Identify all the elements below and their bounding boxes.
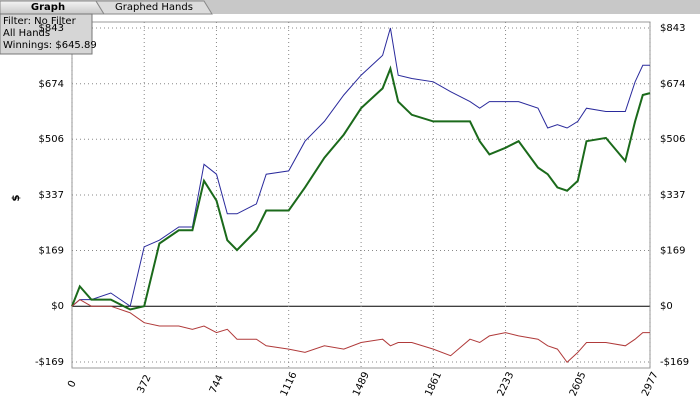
series-line [71, 298, 650, 364]
y-tick-label-right: $337 [660, 190, 685, 201]
y-tick-label: $506 [39, 134, 64, 145]
y-tick-label: $674 [39, 79, 64, 90]
x-tick-label: 2605 [568, 370, 589, 398]
x-tick-label: 1116 [279, 370, 300, 398]
x-tick-label: 2233 [496, 370, 517, 398]
tab-label[interactable]: Graph [31, 2, 65, 13]
tab[interactable] [95, 0, 213, 15]
y-tick-label-right: $0 [660, 301, 673, 312]
series-line [71, 65, 651, 311]
y-tick-label-right: $169 [660, 245, 685, 256]
grid [71, 22, 651, 368]
x-tick-label: 372 [136, 373, 154, 395]
y-tick-label: $843 [39, 23, 64, 34]
y-axis-label: $ [11, 194, 22, 201]
y-tick-label: $169 [39, 245, 64, 256]
y-tick-label: $337 [39, 190, 64, 201]
y-tick-label-right: $674 [660, 79, 685, 90]
series-line [71, 27, 650, 308]
info-line: Filter: No Filter [3, 16, 77, 27]
y-tick-label-right: $506 [660, 134, 685, 145]
x-tick-label: 2977 [640, 370, 661, 398]
y-tick-label: -$169 [35, 357, 64, 368]
tab-label[interactable]: Graphed Hands [115, 2, 193, 13]
x-tick-label: 1489 [351, 370, 372, 398]
info-box [0, 13, 93, 55]
y-tick-label-right: $843 [660, 23, 685, 34]
lines [71, 27, 651, 364]
x-tick-label: 744 [208, 373, 226, 395]
info-line: Winnings: $645.89 [3, 40, 97, 51]
y-tick-label: $0 [51, 301, 64, 312]
x-tick-label: 1861 [423, 370, 444, 398]
x-tick-label: 0 [66, 379, 79, 389]
y-tick-label-right: -$169 [660, 357, 689, 368]
info-line: All Hands [3, 28, 50, 39]
